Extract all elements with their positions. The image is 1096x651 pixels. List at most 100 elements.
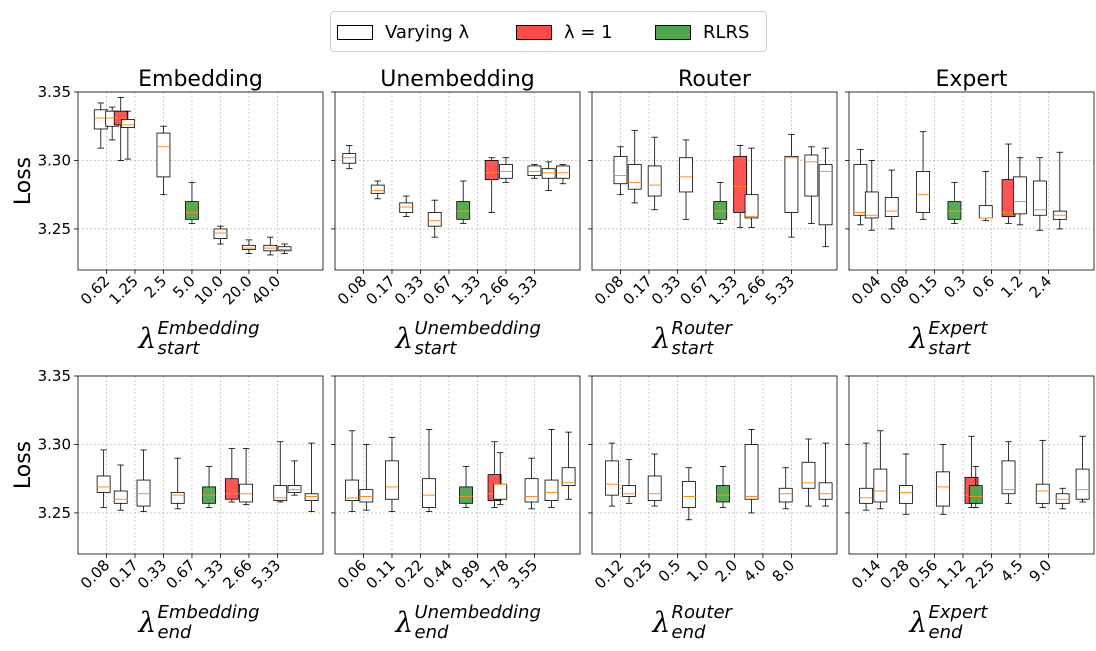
box-varying xyxy=(978,205,993,219)
box-rlrs xyxy=(456,201,471,220)
xlabel-superscript: Unembedding xyxy=(415,318,541,339)
box-varying xyxy=(370,184,385,194)
x-tick-label: 0.3 xyxy=(940,272,970,302)
xlabel-superscript: Expert xyxy=(929,318,989,339)
box-varying xyxy=(801,461,816,489)
legend-swatch-varying xyxy=(337,24,373,40)
xlabel-lambda: λ xyxy=(652,606,671,639)
box-varying xyxy=(156,132,171,178)
box-varying xyxy=(120,118,135,128)
x-tick-label: 0.67 xyxy=(162,556,198,592)
xlabel-superscript: Router xyxy=(672,318,734,339)
x-tick-label: 1.78 xyxy=(476,556,512,592)
box-varying xyxy=(239,483,253,503)
panel-title: Embedding xyxy=(138,67,263,92)
legend-item-varying: Varying λ xyxy=(337,21,469,43)
x-tick-label: 20.0 xyxy=(219,272,255,308)
x-tick-label: 2.25 xyxy=(962,556,998,592)
x-tick-label: 5.33 xyxy=(505,272,541,308)
y-tick-label: 3.25 xyxy=(38,504,71,522)
box-varying xyxy=(1032,180,1047,216)
xlabel-lambda: λ xyxy=(395,322,414,355)
box-varying xyxy=(342,153,357,164)
box-varying xyxy=(541,168,556,179)
box-varying xyxy=(273,485,288,501)
box-varying xyxy=(859,487,873,504)
box-varying xyxy=(113,490,128,504)
plot-frame xyxy=(77,375,324,555)
box-varying xyxy=(304,493,319,501)
x-tick-label: 2.4 xyxy=(1026,272,1056,302)
box-varying xyxy=(136,479,151,507)
box-varying xyxy=(818,482,833,500)
box-varying xyxy=(804,154,819,197)
x-tick-label: 0.17 xyxy=(105,556,141,592)
xlabel-lambda: λ xyxy=(138,322,157,355)
x-tick-label: 0.08 xyxy=(334,272,370,308)
box-rlrs xyxy=(185,201,199,220)
box-varying xyxy=(524,478,539,503)
box-varying xyxy=(242,244,256,250)
box-rlrs xyxy=(716,485,730,503)
x-tick-label: 2.66 xyxy=(219,556,255,592)
xlabel-subscript: start xyxy=(415,338,458,359)
y-axis-label: Loss xyxy=(11,157,36,205)
box-varying xyxy=(784,155,799,213)
box-varying xyxy=(96,475,111,493)
box-varying xyxy=(627,164,642,190)
box-varying xyxy=(345,479,359,501)
xlabel-superscript: Router xyxy=(672,602,734,623)
box-varying xyxy=(647,165,662,197)
x-tick-label: 0.11 xyxy=(362,556,398,592)
box-varying xyxy=(213,228,228,239)
box-varying xyxy=(744,194,759,219)
box-varying xyxy=(647,475,662,502)
plot-frame xyxy=(848,375,1095,555)
chart-panel-unembedding-end: 0.060.110.220.440.891.783.55 λ Unembedding… xyxy=(331,375,581,643)
x-tick-label: 1.0 xyxy=(683,556,713,586)
box-varying xyxy=(864,191,879,219)
x-tick-label: 0.6 xyxy=(969,272,999,302)
plot-frame xyxy=(591,375,838,555)
legend-swatch-rlrs xyxy=(655,24,691,40)
x-tick-label: 1.25 xyxy=(105,272,141,308)
x-tick-label: 1.2 xyxy=(997,272,1027,302)
x-tick-label: 0.25 xyxy=(619,556,655,592)
x-tick-label: 10.0 xyxy=(191,272,227,308)
y-tick-label: 3.25 xyxy=(38,220,71,238)
box-varying xyxy=(884,197,899,218)
xlabel-superscript: Expert xyxy=(929,602,989,623)
box-lambda1 xyxy=(733,155,748,213)
xlabel-subscript: end xyxy=(929,622,963,643)
x-tick-label: 1.33 xyxy=(448,272,484,308)
x-tick-label: 0.08 xyxy=(77,556,113,592)
x-tick-label: 0.12 xyxy=(591,556,627,592)
box-varying xyxy=(277,246,292,252)
x-tick-label: 2.0 xyxy=(712,556,742,586)
y-tick-label: 3.30 xyxy=(38,151,71,169)
box-varying xyxy=(605,460,619,496)
y-tick-label: 3.30 xyxy=(38,435,71,453)
box-varying xyxy=(561,467,576,486)
box-varying xyxy=(287,485,302,493)
panel-title: Expert xyxy=(935,67,1007,92)
box-varying xyxy=(544,479,559,501)
box-rlrs xyxy=(947,201,962,220)
x-tick-label: 0.89 xyxy=(448,556,484,592)
xlabel-lambda: λ xyxy=(909,606,928,639)
box-varying xyxy=(1055,493,1070,504)
chart-panel-embedding-start: 3.253.303.350.621.252.55.010.020.040.0Em… xyxy=(11,67,324,359)
box-varying xyxy=(170,491,185,504)
box-varying xyxy=(1075,468,1090,500)
box-varying xyxy=(1035,483,1050,504)
x-tick-label: 9.0 xyxy=(1026,556,1056,586)
x-tick-label: 0.62 xyxy=(77,272,113,308)
panel-title: Router xyxy=(678,67,752,92)
x-tick-label: 0.33 xyxy=(134,556,170,592)
box-varying xyxy=(359,489,374,503)
box-lambda1 xyxy=(484,160,499,181)
x-tick-label: 5.33 xyxy=(248,556,284,592)
legend: Varying λ λ = 1 RLRS xyxy=(330,11,767,52)
